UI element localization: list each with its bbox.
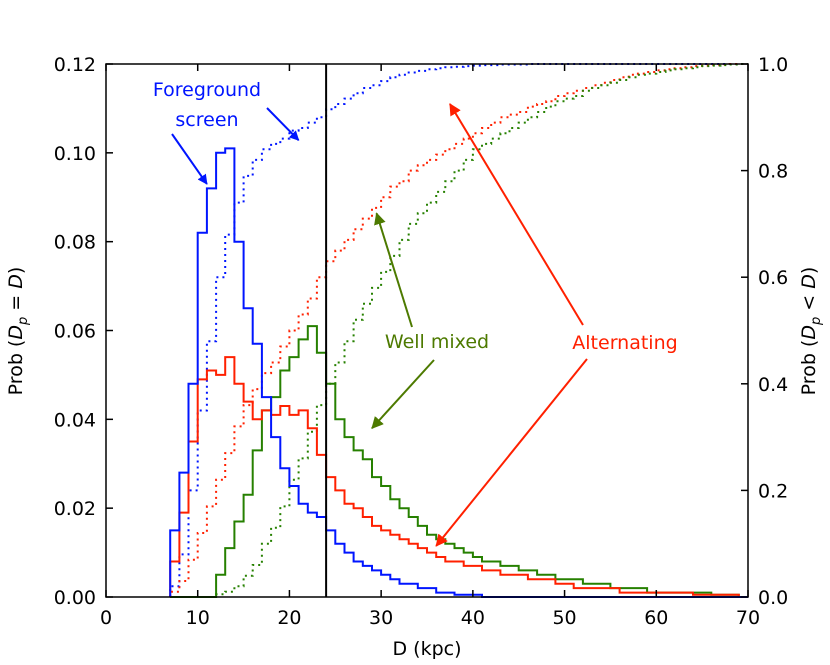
annotation-alt-text: Alternating: [572, 332, 677, 354]
y-left-sub: p: [16, 317, 31, 326]
y-right-math: D: [798, 325, 820, 340]
x-tick-label: 30: [369, 607, 393, 629]
y-left-tick-label: 0.08: [54, 232, 96, 254]
y-right-tick-label: 0.2: [758, 480, 788, 502]
y-left-tick-label: 0.12: [54, 54, 96, 76]
annotation-fg-arrow: [266, 107, 300, 141]
y-axis-label-left: Prob (Dp = D): [5, 267, 31, 396]
y-left-tick-label: 0.04: [54, 409, 96, 431]
y-left-suffix: ): [5, 267, 27, 274]
y-left-op: =: [5, 289, 27, 317]
y-right-op: <: [798, 289, 820, 317]
annotation-fg-text: Foreground: [153, 79, 261, 101]
y-right-tick-label: 0.8: [758, 161, 788, 183]
y-right-tick-label: 0.0: [758, 587, 788, 609]
x-tick-label: 40: [461, 607, 485, 629]
y-left-tick-label: 0.00: [54, 587, 96, 609]
x-axis-label: D (kpc): [392, 638, 461, 660]
annotation-wm-arrow: [374, 212, 413, 328]
annotations: Foreground screen Well mixed Alternating: [153, 79, 678, 547]
pdf-histogram-alternating: [169, 356, 748, 598]
annotation-alt-arrow: [449, 103, 584, 326]
y-left-math: D: [5, 325, 27, 340]
y-right-tick-label: 1.0: [758, 54, 788, 76]
annotation-wm-text: Well mixed: [385, 331, 489, 353]
x-tick-label: 20: [277, 607, 301, 629]
y-axis-label-right: Prob (Dp < D): [798, 267, 824, 396]
y-right-math2: D: [798, 274, 820, 289]
svg-text:Prob (Dp < D): Prob (Dp < D): [798, 267, 824, 396]
x-tick-label: 50: [552, 607, 576, 629]
x-tick-label: 70: [736, 607, 760, 629]
pdf-histogram-well-mixed: [170, 325, 748, 598]
x-tick-label: 0: [100, 607, 112, 629]
y-left-tick-label: 0.06: [54, 321, 96, 343]
y-left-tick-label: 0.02: [54, 498, 96, 520]
y-right-sub: p: [809, 317, 824, 326]
y-right-tick-label: 0.6: [758, 267, 788, 289]
annotation-alt-arrow: [435, 358, 588, 547]
y-right-suffix: ): [798, 267, 820, 274]
y-left-tick-label: 0.10: [54, 143, 96, 165]
svg-text:Prob (Dp = D): Prob (Dp = D): [5, 267, 31, 396]
annotation-wm-arrow: [371, 359, 435, 429]
y-left-math2: D: [5, 274, 27, 289]
x-tick-label: 60: [644, 607, 668, 629]
y-right-prefix: Prob (: [798, 340, 820, 396]
x-tick-label: 10: [186, 607, 210, 629]
annotation-fg-text: screen: [175, 109, 238, 131]
annotation-fg-arrow: [171, 133, 208, 185]
y-right-tick-label: 0.4: [758, 374, 788, 396]
axis-ticks: 0 10 20 30 40 50 60 70 0.00 0.02 0.04 0.06 0.08 0.10 0…: [54, 54, 789, 629]
y-left-prefix: Prob (: [5, 340, 27, 396]
pdf-histogram-foreground-screen: [169, 147, 748, 598]
